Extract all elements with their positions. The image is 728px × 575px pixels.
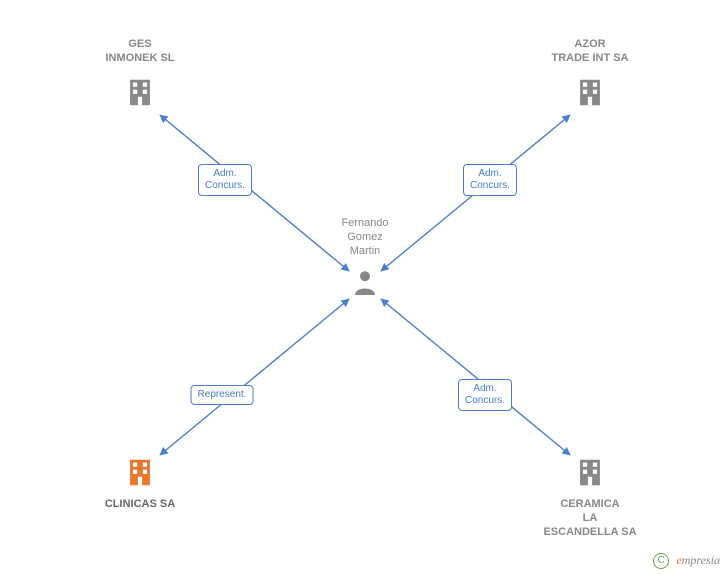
- edge-line: [381, 299, 570, 455]
- building-icon: [573, 456, 607, 495]
- building-icon: [573, 76, 607, 115]
- building-icon: [123, 76, 157, 115]
- node-label: CLINICAS SA: [105, 498, 175, 512]
- edge-label: Adm. Concurs.: [198, 164, 252, 196]
- edge-label: Represent.: [191, 385, 254, 405]
- center-node-label: Fernando Gomez Martin: [341, 217, 388, 258]
- footer-attribution: C empresia: [653, 553, 720, 569]
- brand-name: empresia: [676, 553, 720, 567]
- building-icon: [123, 456, 157, 495]
- node-label: CERAMICA LA ESCANDELLA SA: [543, 498, 636, 539]
- edge-line: [160, 115, 349, 271]
- copyright-icon: C: [653, 553, 669, 569]
- person-icon: [350, 268, 380, 303]
- edge-label: Adm. Concurs.: [463, 164, 517, 196]
- node-label: GES INMONEK SL: [105, 38, 174, 66]
- edge-line: [160, 299, 349, 455]
- edge-label: Adm. Concurs.: [458, 379, 512, 411]
- node-label: AZOR TRADE INT SA: [552, 38, 629, 66]
